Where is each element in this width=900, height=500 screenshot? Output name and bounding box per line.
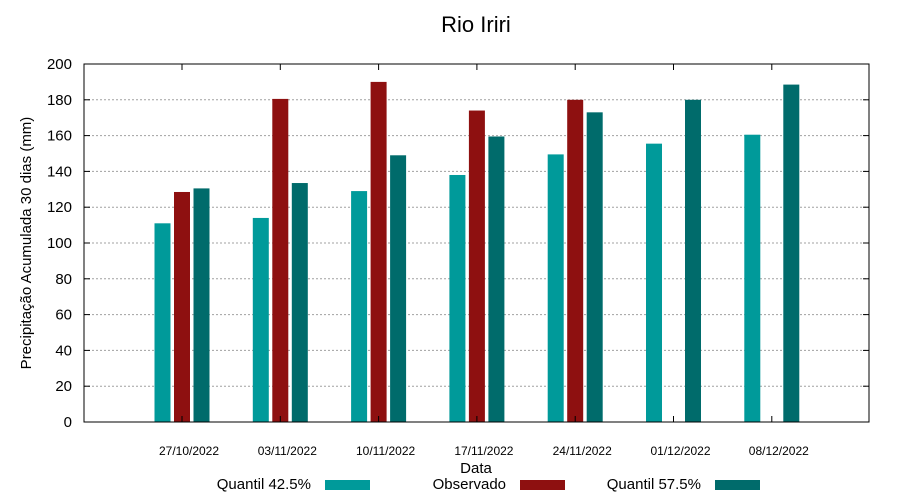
bars	[154, 81, 800, 423]
x-tick-label: 10/11/2022	[356, 444, 415, 458]
bar-quantil-57-5--0	[193, 188, 210, 422]
legend-label: Quantil 57.5%	[607, 476, 701, 493]
y-tick-label: 60	[55, 307, 72, 324]
bar-quantil-57-5--1	[291, 183, 308, 422]
bar-quantil-57-5--4	[586, 112, 603, 422]
bar-quantil-57-5--3	[488, 136, 505, 422]
x-tick-label: 08/12/2022	[749, 444, 809, 458]
legend-swatch	[325, 480, 370, 490]
x-axis-label: Data	[460, 460, 492, 477]
x-tick-label: 17/11/2022	[454, 444, 513, 458]
bar-quantil-57-5--5	[685, 99, 701, 423]
y-tick-label: 40	[55, 342, 72, 359]
legend: Quantil 42.5% Observado Quantil 57.5%	[217, 476, 760, 493]
x-axis-ticks: 27/10/2022 03/11/2022 10/11/2022 17/11/2022…	[159, 64, 809, 458]
legend-label: Quantil 42.5%	[217, 476, 311, 493]
bar-observado-0	[174, 191, 190, 422]
bar-quantil-42-5--3	[449, 174, 466, 422]
bar-observado-1	[272, 98, 289, 422]
y-tick-label: 20	[55, 378, 72, 395]
y-tick-label: 140	[47, 163, 72, 180]
bar-observado-2	[370, 81, 387, 423]
x-tick-label: 01/12/2022	[650, 444, 710, 458]
x-tick-label: 24/11/2022	[553, 444, 612, 458]
y-axis-ticks: 0 20 40 60 80 100 120 140 160 180 200	[47, 56, 869, 431]
legend-swatch	[715, 480, 760, 490]
y-tick-label: 120	[47, 199, 72, 216]
bar-observado-4	[567, 99, 584, 423]
y-tick-label: 180	[47, 92, 72, 109]
legend-swatch	[520, 480, 565, 490]
legend-label: Observado	[433, 476, 506, 493]
bar-quantil-57-5--2	[390, 155, 407, 423]
y-tick-label: 200	[47, 56, 72, 73]
bar-quantil-42-5--2	[351, 191, 368, 422]
y-tick-label: 80	[55, 271, 72, 288]
bar-quantil-42-5--5	[646, 143, 662, 422]
y-axis-label: Precipitação Acumulada 30 dias (mm)	[18, 117, 35, 370]
bar-quantil-57-5--6	[783, 84, 800, 423]
x-tick-label: 03/11/2022	[258, 444, 317, 458]
y-tick-label: 160	[47, 128, 72, 145]
bar-observado-3	[468, 110, 485, 422]
x-tick-label: 27/10/2022	[159, 444, 219, 458]
y-tick-label: 100	[47, 235, 72, 252]
bar-quantil-42-5--4	[547, 154, 564, 422]
y-tick-label: 0	[64, 414, 72, 431]
chart-title: Rio Iriri	[441, 12, 511, 37]
bar-quantil-42-5--6	[744, 134, 761, 422]
bar-quantil-42-5--0	[154, 223, 171, 422]
bar-quantil-42-5--1	[252, 217, 269, 422]
